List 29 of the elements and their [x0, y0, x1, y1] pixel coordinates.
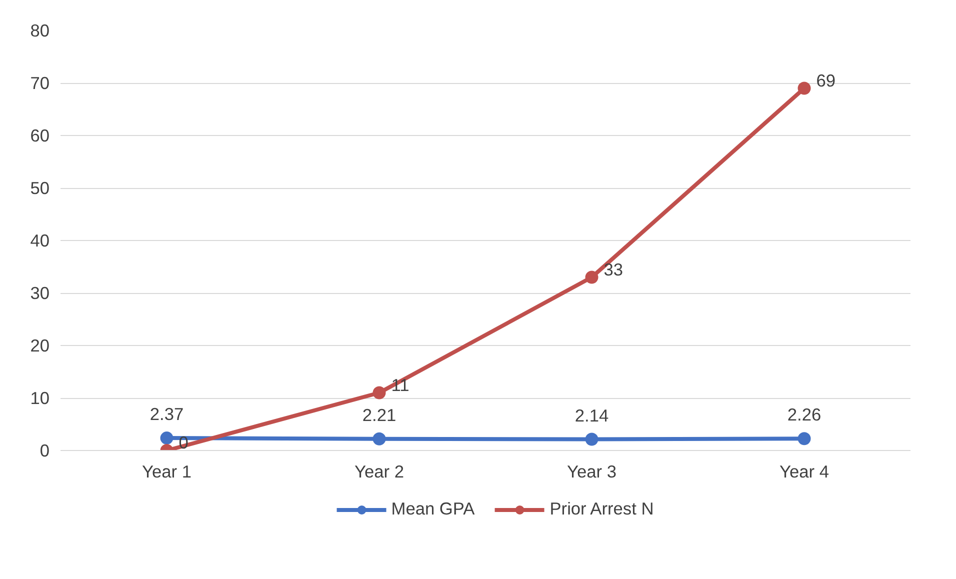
point — [798, 82, 811, 95]
data-label: 0 — [178, 432, 188, 452]
y-tick-label: 30 — [30, 283, 50, 303]
x-tick-label: Year 3 — [567, 462, 616, 482]
point — [160, 432, 174, 445]
point — [585, 432, 598, 446]
point — [798, 432, 811, 446]
x-tick-label: Year 4 — [780, 462, 830, 482]
point — [585, 270, 598, 284]
point — [372, 386, 386, 400]
x-tick-label: Year 1 — [142, 462, 192, 482]
data-label: 33 — [604, 259, 624, 280]
y-tick-label: 0 — [40, 440, 50, 460]
y-tick-label: 70 — [30, 73, 50, 93]
y-tick-label: 20 — [30, 336, 50, 356]
y-tick-label: 60 — [30, 126, 50, 146]
y-tick-label: 50 — [30, 178, 50, 198]
y-tick-label: 10 — [30, 388, 50, 408]
y-tick-label: 80 — [30, 20, 50, 40]
data-label: 2.26 — [787, 404, 822, 425]
data-label: 69 — [816, 70, 836, 90]
legend-label: Prior Arrest N — [550, 498, 654, 520]
data-label: 2.21 — [362, 404, 396, 425]
legend-label: Mean GPA — [391, 498, 475, 520]
y-tick-label: 40 — [30, 230, 50, 250]
point — [372, 432, 386, 446]
data-label: 2.37 — [150, 404, 184, 424]
data-label: 2.14 — [574, 405, 609, 426]
x-tick-label: Year 2 — [354, 462, 404, 482]
